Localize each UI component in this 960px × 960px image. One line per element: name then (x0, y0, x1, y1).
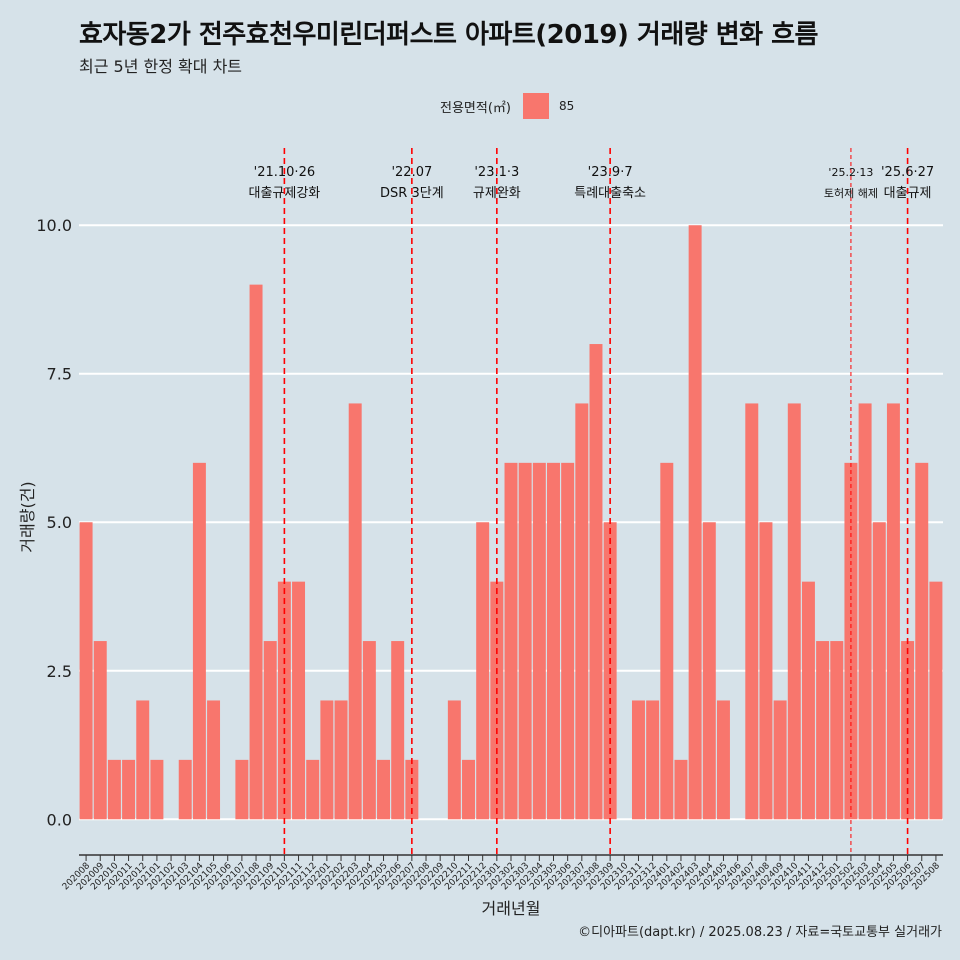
annotation-date: '25.6·27 (881, 165, 934, 180)
bar (886, 403, 900, 820)
y-tick-label: 7.5 (47, 365, 72, 384)
bar (207, 700, 221, 820)
bar (377, 759, 391, 820)
bar (561, 462, 575, 820)
bar (759, 522, 773, 820)
bar (547, 462, 560, 820)
annotation-date: '23.1·3 (474, 165, 519, 180)
annotation-date: '25.2·13 (828, 166, 873, 179)
bar (816, 641, 830, 820)
annotation-label: DSR 3단계 (380, 186, 444, 201)
bar (93, 641, 107, 820)
chart-title: 효자동2가 전주효천우미린더퍼스트 아파트(2019) 거래량 변화 흐름 (79, 20, 818, 50)
bar (532, 462, 546, 820)
bar (192, 462, 206, 820)
legend-title: 전용면적(㎡) (440, 100, 511, 116)
bar (702, 522, 716, 820)
bar (150, 759, 164, 820)
bar (476, 522, 490, 820)
bar (107, 759, 121, 820)
bar (391, 641, 405, 820)
y-tick-label: 0.0 (47, 810, 72, 829)
bar (178, 759, 192, 820)
y-tick-label: 10.0 (36, 216, 72, 235)
bar (235, 759, 249, 820)
bar (688, 225, 702, 820)
x-axis-title: 거래년월 (482, 899, 541, 918)
bar (504, 462, 518, 820)
bar (631, 700, 645, 820)
legend-label: 85 (558, 99, 575, 113)
y-tick-label: 2.5 (47, 662, 72, 681)
bar (858, 403, 872, 820)
bar (787, 403, 801, 820)
annotation-label: 토허제 해제 (824, 186, 878, 200)
bar (674, 759, 688, 820)
annotation-date: '22.07 (391, 165, 432, 180)
bar (872, 522, 886, 820)
caption: ©디아파트(dapt.kr) / 2025.08.23 / 자료=국토교통부 실… (578, 925, 942, 940)
bar (830, 641, 844, 820)
bar (660, 462, 674, 820)
chart-subtitle: 최근 5년 한정 확대 차트 (79, 57, 243, 76)
legend-swatch (522, 93, 549, 119)
bar (249, 284, 263, 820)
bar (575, 403, 589, 820)
bar (773, 700, 787, 820)
bar (518, 462, 532, 820)
legend: 전용면적(㎡) 85 (440, 93, 574, 119)
annotation-label: 규제완화 (473, 186, 521, 201)
bar (362, 641, 376, 820)
bar (801, 581, 815, 820)
annotation-label: 대출규제강화 (248, 186, 320, 201)
bar (462, 759, 475, 820)
annotation-label: 특례대출축소 (574, 186, 646, 201)
annotation-date: '21.10·26 (254, 165, 315, 180)
annotation-date: '23.9·7 (588, 165, 633, 180)
bar (915, 462, 929, 820)
bar (745, 403, 759, 820)
bar (929, 581, 943, 820)
bar (646, 700, 660, 820)
y-tick-label: 5.0 (47, 513, 72, 532)
bar (263, 641, 277, 820)
bar (122, 759, 136, 820)
bar (716, 700, 730, 820)
bar (136, 700, 150, 820)
annotation-label: 대출규제 (884, 186, 932, 201)
y-axis-title: 거래량(건) (18, 481, 37, 552)
bar (320, 700, 334, 820)
bar (447, 700, 461, 820)
bar (334, 700, 348, 820)
bar (589, 344, 603, 820)
bar (348, 403, 362, 820)
bar (79, 522, 93, 820)
bar (306, 759, 320, 820)
bar (292, 581, 306, 820)
